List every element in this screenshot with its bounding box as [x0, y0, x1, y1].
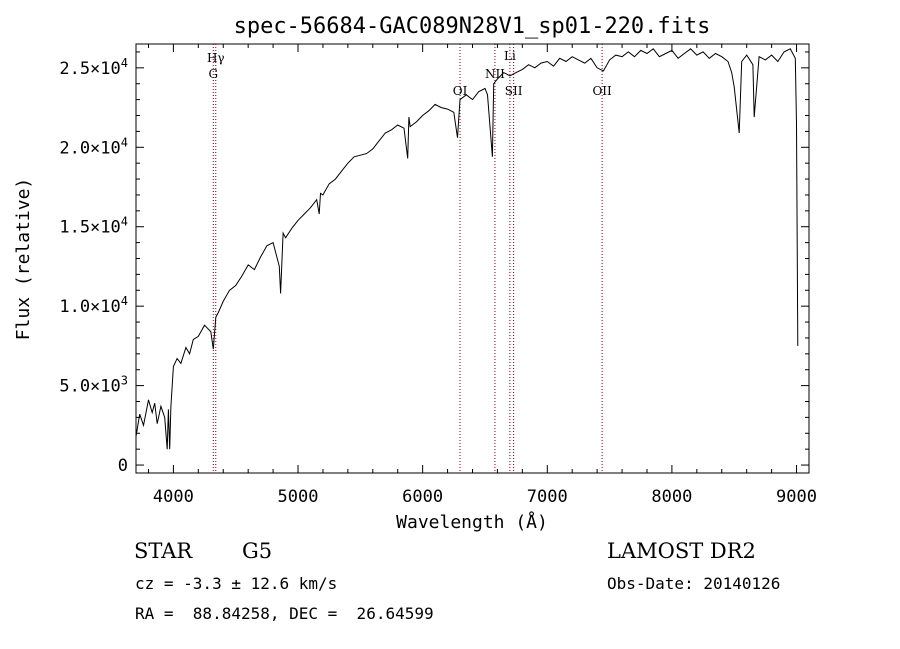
x-tick-label-4: 8000: [651, 487, 692, 507]
line-label-5: SII: [505, 84, 523, 98]
line-label-2: OI: [453, 84, 468, 98]
spectral-line-markers: [212, 44, 603, 473]
spectrum-line: [135, 48, 799, 450]
y-tick-label-0: 0: [118, 456, 128, 476]
redshift-text: cz = -3.3 ± 12.6 km/s: [135, 574, 338, 593]
y-tick-label-1: 5.0×103: [59, 374, 128, 397]
object-class: STAR: [134, 539, 193, 563]
y-axis-ticks: 0 5.0×103 1.0×104 1.5×104 2.0×104 2.5×104: [59, 51, 809, 476]
x-tick-label-5: 9000: [776, 487, 817, 507]
y-tick-label-5: 2.5×104: [59, 56, 128, 79]
y-tick-label-2: 1.0×104: [59, 294, 128, 317]
line-label-0: G: [208, 67, 218, 81]
line-label-3: NII: [485, 67, 505, 81]
obs-date-text: Obs-Date: 20140126: [607, 574, 781, 593]
survey-label: LAMOST DR2: [607, 539, 756, 563]
x-tick-label-1: 5000: [278, 487, 319, 507]
line-label-6: OII: [592, 84, 612, 98]
x-tick-label-3: 7000: [527, 487, 568, 507]
object-subclass: G5: [242, 539, 273, 563]
x-axis-ticks: 4000 5000 6000 7000 8000 9000: [147, 44, 817, 507]
line-label-4: Li: [504, 49, 516, 63]
x-tick-label-2: 6000: [402, 487, 443, 507]
y-tick-label-4: 2.0×104: [59, 135, 128, 158]
x-axis-label: Wavelength (Å): [396, 511, 548, 533]
line-label-1: Hγ: [207, 51, 225, 65]
plot-frame: [135, 43, 810, 474]
y-tick-label-3: 1.5×104: [59, 215, 128, 238]
spectral-line-labels: G Hγ OI NII Li SII OII: [207, 49, 612, 98]
coordinates-text: RA = 88.84258, DEC = 26.64599: [135, 604, 434, 623]
y-axis-label: Flux (relative): [13, 178, 34, 341]
x-tick-label-0: 4000: [153, 487, 194, 507]
chart-title: spec-56684-GAC089N28V1_sp01-220.fits: [234, 14, 711, 39]
